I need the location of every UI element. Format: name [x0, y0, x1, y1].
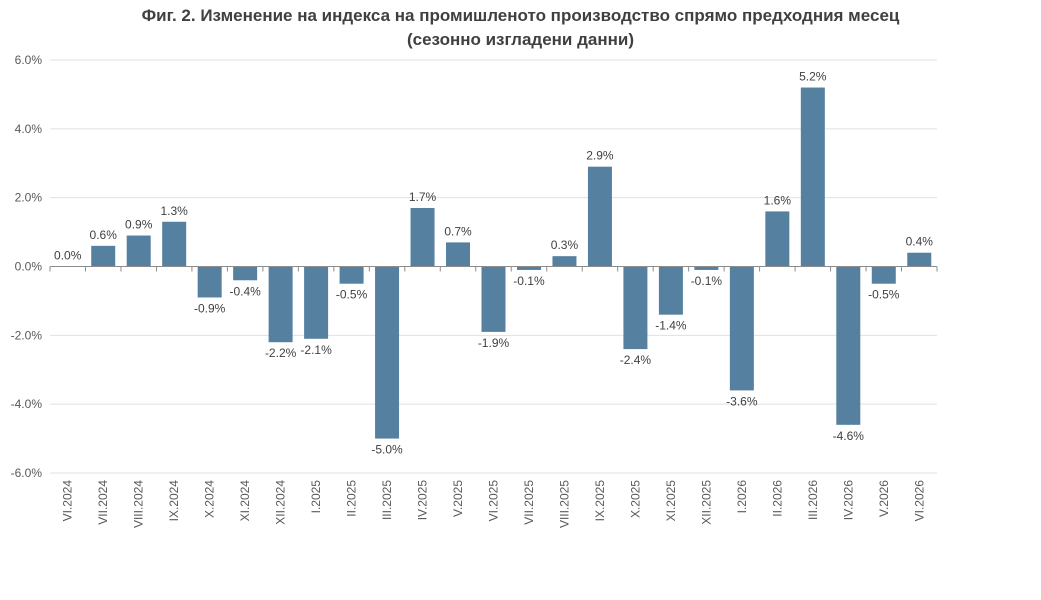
chart-title: Фиг. 2. Изменение на индекса на промишле… — [0, 4, 1041, 52]
x-tick-label: VII.2024 — [96, 480, 110, 525]
y-tick-label: -2.0% — [11, 328, 43, 342]
bar — [268, 266, 293, 343]
data-labels: 0.0% 0.6% 0.9% 1.3% -0.9%-0.4% -2.2% -2.1% -0.5… — [54, 70, 933, 457]
x-tick-label: XI.2025 — [664, 480, 678, 522]
bar — [800, 87, 825, 267]
x-tick-label: VI.2025 — [487, 480, 501, 522]
chart-title-line2: (сезонно изгладени данни) — [406, 30, 635, 49]
bar — [339, 266, 364, 284]
zero-axis — [49, 266, 938, 272]
data-label: -1.9% — [478, 336, 510, 350]
x-tick-label: VI.2024 — [61, 480, 75, 522]
y-tick-label: 4.0% — [15, 122, 43, 136]
y-tick-label: -6.0% — [11, 466, 43, 480]
bar — [623, 266, 648, 350]
data-label: -0.4% — [229, 284, 261, 298]
x-tick-label: VII.2025 — [522, 480, 536, 525]
x-tick-label: II.2026 — [770, 480, 784, 517]
x-tick-label: IV.2026 — [841, 480, 855, 521]
x-tick-label: VIII.2025 — [557, 480, 571, 528]
data-label: 5.2% — [799, 70, 827, 84]
x-tick-label: V.2026 — [877, 480, 891, 517]
y-axis-ticks: 6.0% 4.0% 2.0% 0.0% -2.0% -4.0% -6.0% — [11, 53, 43, 480]
data-label: -0.1% — [691, 274, 723, 288]
data-label: -2.2% — [265, 346, 297, 360]
data-label: -5.0% — [371, 443, 403, 457]
x-tick-label: I.2026 — [735, 480, 749, 514]
x-tick-label: XII.2025 — [699, 480, 713, 525]
data-label: -3.6% — [726, 394, 758, 408]
y-tick-label: 0.0% — [15, 260, 43, 274]
data-label: 0.0% — [54, 249, 82, 263]
y-tick-label: -4.0% — [11, 397, 43, 411]
x-tick-label: III.2025 — [380, 480, 394, 520]
bar — [729, 266, 754, 391]
bar — [91, 245, 116, 267]
bar — [765, 211, 790, 267]
data-label: -0.1% — [513, 274, 545, 288]
bar — [907, 252, 932, 267]
data-label: -2.4% — [620, 353, 652, 367]
data-label: 0.6% — [90, 228, 118, 242]
data-label: -0.5% — [868, 288, 900, 302]
x-tick-label: VIII.2024 — [132, 480, 146, 528]
bar — [375, 266, 400, 439]
data-label: 1.7% — [409, 190, 437, 204]
bar — [197, 266, 222, 298]
y-tick-label: 6.0% — [15, 53, 43, 67]
bars — [55, 87, 932, 439]
bar — [552, 256, 577, 267]
x-tick-label: IX.2025 — [593, 480, 607, 522]
data-label: -0.9% — [194, 301, 226, 315]
x-tick-label: III.2026 — [806, 480, 820, 520]
chart-title-line1: Фиг. 2. Изменение на индекса на промишле… — [141, 6, 900, 25]
x-tick-label: X.2024 — [203, 480, 217, 518]
data-label: 1.3% — [161, 204, 189, 218]
bar — [126, 235, 151, 267]
bar — [516, 266, 541, 270]
gridlines — [50, 59, 937, 474]
x-tick-label: VI.2026 — [912, 480, 926, 522]
x-tick-label: XII.2024 — [274, 480, 288, 525]
bar — [304, 266, 329, 339]
bar — [481, 266, 506, 332]
data-label: -1.4% — [655, 319, 687, 333]
data-label: 0.7% — [444, 224, 472, 238]
bar — [871, 266, 896, 284]
data-label: 1.6% — [764, 193, 792, 207]
bar — [658, 266, 683, 315]
data-label: -0.5% — [336, 288, 368, 302]
y-tick-label: 2.0% — [15, 191, 43, 205]
x-tick-label: X.2025 — [628, 480, 642, 518]
data-label: -2.1% — [300, 343, 332, 357]
bar — [587, 166, 612, 267]
bar — [694, 266, 719, 270]
x-tick-label: V.2025 — [451, 480, 465, 517]
bar — [410, 207, 435, 267]
x-tick-label: IX.2024 — [167, 480, 181, 522]
x-tick-label: I.2025 — [309, 480, 323, 514]
x-tick-label: IV.2025 — [416, 480, 430, 521]
data-label: 0.4% — [906, 235, 934, 249]
x-tick-label: XI.2024 — [238, 480, 252, 522]
bar — [233, 266, 258, 281]
bar — [162, 221, 187, 267]
bar — [446, 242, 471, 267]
data-label: 0.9% — [125, 218, 153, 232]
x-tick-label: II.2025 — [345, 480, 359, 517]
data-label: 2.9% — [586, 149, 614, 163]
data-label: 0.3% — [551, 238, 579, 252]
x-axis-ticks: VI.2024 VII.2024 VIII.2024 IX.2024 X.2024 XI.… — [61, 480, 927, 528]
bar — [836, 266, 861, 425]
data-label: -4.6% — [833, 429, 865, 443]
